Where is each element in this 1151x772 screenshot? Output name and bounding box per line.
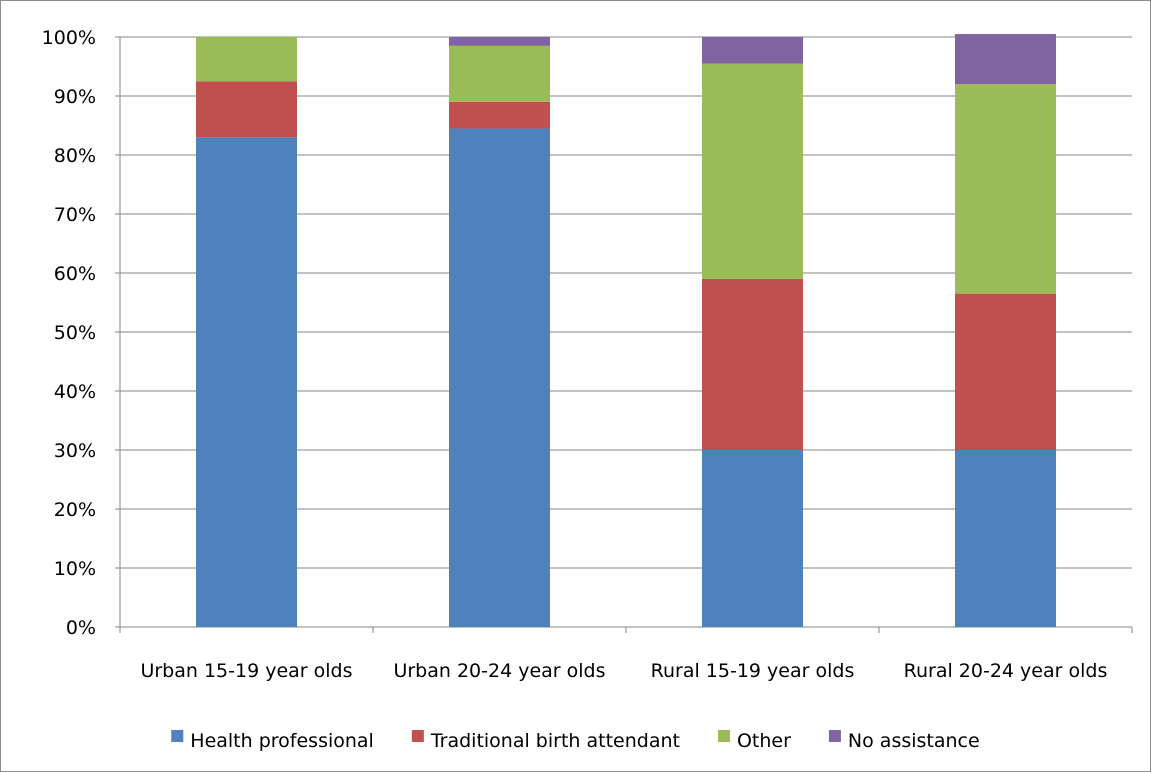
legend-label: Other <box>737 730 791 752</box>
legend-item: Health professional <box>171 730 374 752</box>
x-category-label: Rural 20-24 year olds <box>904 660 1108 682</box>
y-tick-label: 80% <box>54 145 96 167</box>
y-tick-label: 70% <box>54 204 96 226</box>
legend-label: No assistance <box>848 730 980 752</box>
bar-segment <box>449 128 550 627</box>
legend-label: Health professional <box>190 730 374 752</box>
legend-item: Traditional birth attendant <box>411 730 680 752</box>
legend-item: Other <box>717 730 791 752</box>
bar-segment <box>955 34 1056 85</box>
legend-swatch <box>411 730 424 742</box>
y-tick-label: 40% <box>54 381 96 403</box>
y-tick-label: 90% <box>54 86 96 108</box>
bar-segment <box>955 293 1056 450</box>
bar-segment <box>702 450 803 627</box>
y-tick-label: 0% <box>66 617 96 639</box>
y-tick-label: 10% <box>54 558 96 580</box>
legend-swatch <box>828 730 841 742</box>
bar-segment <box>196 81 297 138</box>
bar-segment <box>702 63 803 279</box>
bar-segment <box>449 37 550 46</box>
bar-segment <box>196 137 297 628</box>
y-tick-label: 50% <box>54 322 96 344</box>
bar-segment <box>955 84 1056 294</box>
legend-label: Traditional birth attendant <box>430 730 680 752</box>
bar-segment <box>449 45 550 102</box>
bar-segment <box>449 101 550 129</box>
y-tick-label: 30% <box>54 440 96 462</box>
bar-segment <box>955 450 1056 627</box>
x-category-label: Urban 20-24 year olds <box>393 660 605 682</box>
y-tick-label: 100% <box>42 27 96 49</box>
legend-swatch <box>171 730 184 742</box>
legend-swatch <box>717 730 730 742</box>
bar-segment <box>196 37 297 82</box>
bar-segment <box>702 37 803 64</box>
legend-item: No assistance <box>828 730 980 752</box>
y-tick-label: 60% <box>54 263 96 285</box>
bar-segment <box>702 278 803 450</box>
x-category-label: Urban 15-19 year olds <box>140 660 352 682</box>
y-tick-label: 20% <box>54 499 96 521</box>
x-category-label: Rural 15-19 year olds <box>651 660 855 682</box>
